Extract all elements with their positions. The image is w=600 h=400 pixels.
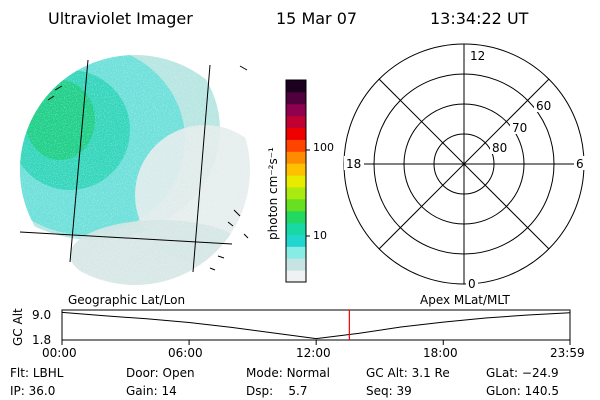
polar-plot	[343, 43, 585, 285]
colorbar-segment	[286, 246, 306, 259]
glat-label: GLat:	[486, 366, 519, 380]
y-tick-9: 9.0	[32, 308, 51, 322]
door-value: Open	[162, 366, 195, 380]
lat-label-80: 80	[492, 141, 507, 155]
gcalt-label: GC Alt:	[366, 366, 408, 380]
mlt-label-18: 18	[346, 157, 361, 171]
colorbar-unit-label: photon cm⁻²s⁻¹	[266, 147, 280, 240]
altitude-curve	[61, 311, 571, 340]
observation-time: 13:34:22 UT	[430, 9, 529, 28]
colorbar-segment	[286, 186, 306, 200]
seq-value: 39	[396, 384, 412, 398]
ip-value: 36.0	[28, 384, 56, 398]
status-door: Door: Open	[126, 366, 195, 380]
colorbar-segment	[286, 151, 306, 164]
lat-label-70: 70	[512, 121, 527, 135]
status-flt: Flt: LBHL	[10, 366, 63, 380]
seq-label: Seq:	[366, 384, 393, 398]
status-ip: IP: 36.0	[10, 384, 55, 398]
colorbar-segment	[286, 234, 306, 247]
mode-label: Mode:	[246, 366, 283, 380]
colorbar-segment	[286, 163, 306, 176]
timeline-right-label: Apex MLat/MLT	[420, 293, 510, 307]
auroral-image	[19, 55, 250, 285]
color-bar	[285, 79, 310, 283]
lat-label-60: 60	[536, 99, 551, 113]
colorbar-segment	[286, 115, 306, 129]
flt-value: LBHL	[32, 366, 64, 380]
colorbar-segment	[286, 222, 306, 235]
x-tick-label-0000: 00:00	[42, 346, 77, 360]
colorbar-segment	[286, 270, 306, 283]
gain-value: 14	[161, 384, 177, 398]
x-tick-label-0600: 06:00	[168, 346, 203, 360]
mlt-label-6: 6	[576, 157, 584, 171]
colorbar-segment	[286, 103, 306, 117]
colorbar-segment	[286, 127, 306, 140]
polar-labels: 12 0 18 6 60 70 80	[344, 48, 586, 291]
colorbar-segment	[286, 175, 306, 188]
colorbar-tick-100: 100	[313, 141, 334, 154]
colorbar-tick-10: 10	[313, 229, 327, 242]
status-seq: Seq: 39	[366, 384, 412, 398]
colorbar-frame	[285, 79, 307, 283]
x-tick-label-1200: 12:00	[296, 346, 331, 360]
colorbar-segment	[286, 80, 306, 93]
mlt-label-0: 0	[468, 277, 476, 291]
y-tick-1-8: 1.8	[32, 333, 51, 347]
mlt-label-12: 12	[470, 49, 485, 63]
colorbar-segment	[286, 210, 306, 224]
ip-label: IP:	[10, 384, 25, 398]
geographic-grid-lines	[19, 59, 249, 273]
timeline-chart	[61, 309, 571, 345]
gcalt-value: 3.1 Re	[411, 366, 450, 380]
status-dsp: Dsp: 5.7	[246, 384, 308, 398]
timeline-left-label: Geographic Lat/Lon	[68, 293, 185, 307]
gain-label: Gain:	[126, 384, 158, 398]
status-glat: GLat: −24.9	[486, 366, 559, 380]
colorbar-segment	[286, 91, 306, 105]
glon-value: 140.5	[524, 384, 559, 398]
status-glon: GLon: 140.5	[486, 384, 559, 398]
door-label: Door:	[126, 366, 159, 380]
flt-label: Flt:	[10, 366, 29, 380]
observation-date: 15 Mar 07	[276, 9, 358, 28]
colorbar-segment	[286, 198, 306, 212]
status-gain: Gain: 14	[126, 384, 177, 398]
timeline-frame	[61, 309, 571, 341]
dsp-label: Dsp:	[246, 384, 274, 398]
mode-value: Normal	[286, 366, 330, 380]
x-tick-label-1800: 18:00	[423, 346, 458, 360]
glon-label: GLon:	[486, 384, 521, 398]
timeline-axis-title: GC Alt	[11, 308, 25, 346]
x-tick-label-2359: 23:59	[550, 346, 585, 360]
status-mode: Mode: Normal	[246, 366, 330, 380]
colorbar-segment	[286, 258, 306, 271]
glat-value: −24.9	[521, 366, 559, 380]
instrument-title: Ultraviolet Imager	[48, 9, 193, 28]
colorbar-segment	[286, 139, 306, 152]
dsp-value: 5.7	[288, 384, 308, 398]
status-gcalt: GC Alt: 3.1 Re	[366, 366, 450, 380]
